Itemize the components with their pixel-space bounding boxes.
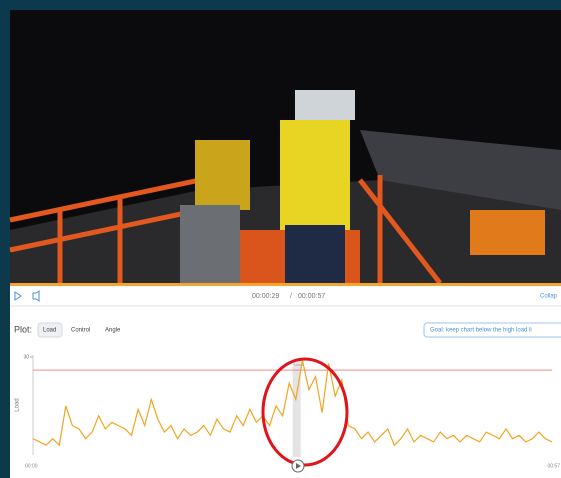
goal-box (423, 322, 561, 338)
plot-button[interactable]: Angle (105, 328, 121, 334)
annotation-circle (261, 357, 349, 467)
controls (10, 286, 561, 306)
play-button[interactable] (14, 291, 22, 301)
tunnel-wall (360, 130, 561, 210)
helmet (295, 90, 355, 120)
progress (10, 283, 561, 286)
collapse-button[interactable]: Collap (540, 294, 558, 300)
marker-label: Load (294, 362, 303, 367)
video[interactable] (9, 10, 561, 285)
y-tick-label: 30 (23, 354, 29, 360)
mute-button[interactable] (32, 290, 40, 302)
plot-button-bg (37, 322, 63, 338)
x-label-end: 00:57 (547, 463, 560, 469)
worker-right (280, 120, 350, 230)
machine (470, 210, 545, 255)
railing (9, 175, 442, 285)
plot-button[interactable]: Load (43, 328, 56, 334)
worker-left (195, 140, 250, 210)
worker-left-legs (180, 205, 240, 283)
x-label-start: 00:00 (25, 463, 38, 469)
time-marker (292, 359, 301, 457)
current-time: 00:00:29 (252, 293, 279, 300)
plot-label: Plot: (14, 324, 32, 334)
duration: 00:00:57 (298, 293, 325, 300)
y-label: Load (15, 398, 21, 411)
scrubber-icon (296, 463, 301, 469)
plot-button[interactable]: Control (71, 328, 90, 334)
load-line (32, 360, 553, 447)
goal: Goal: keep chart below the high load li (430, 328, 532, 334)
time-separator: / (290, 293, 292, 300)
worker-right-legs (285, 225, 345, 283)
